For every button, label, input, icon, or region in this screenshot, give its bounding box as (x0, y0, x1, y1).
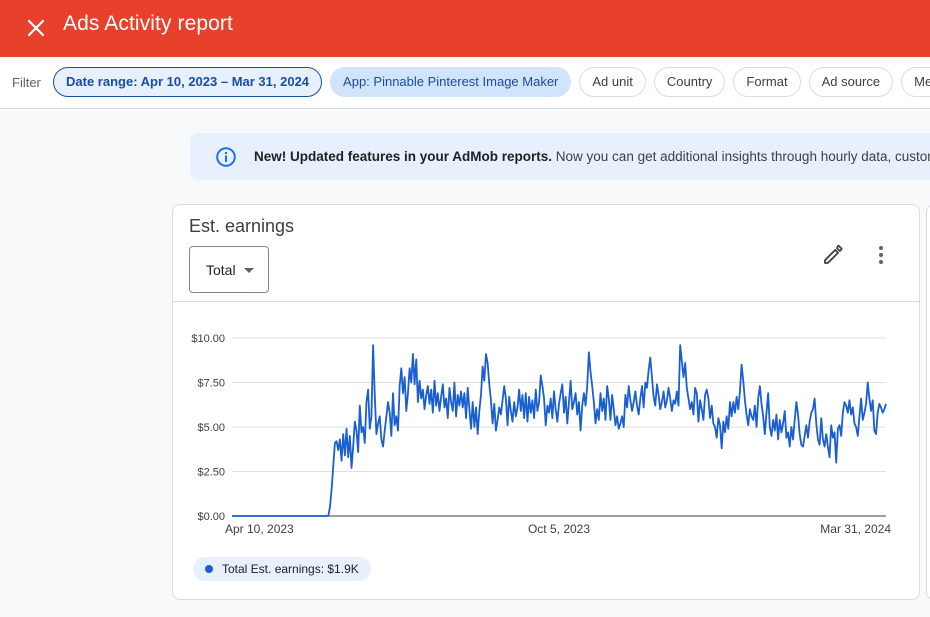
app-header: Ads Activity report (0, 0, 930, 57)
filter-chips: Date range: Apr 10, 2023 – Mar 31, 2024 … (53, 67, 930, 97)
banner-text: Now you can get additional insights thro… (555, 149, 930, 164)
y-tick-label: $2.50 (197, 467, 225, 479)
info-banner: New! Updated features in your AdMob repo… (190, 133, 930, 180)
close-icon (27, 19, 45, 37)
page-title: Ads Activity report (63, 12, 233, 35)
filter-chip-mediation[interactable]: Mediation (901, 67, 930, 97)
close-button[interactable] (22, 14, 50, 42)
filter-chip-ad-source[interactable]: Ad source (808, 67, 894, 97)
filter-chip-format[interactable]: Format (733, 67, 801, 97)
filter-chip-country[interactable]: Country (653, 67, 726, 97)
series-line (232, 344, 887, 517)
metric-select-value: Total (206, 262, 236, 278)
legend-chip[interactable]: Total Est. earnings: $1.9K (193, 557, 371, 581)
x-tick-label: Apr 10, 2023 (225, 522, 294, 536)
card-divider (173, 301, 919, 302)
edit-button[interactable] (821, 243, 845, 267)
earnings-line-chart: $0.00 $2.50 $5.00 $7.50 $10.00 Apr 10, 2023 Oc… (191, 333, 891, 536)
legend-dot (205, 565, 213, 573)
x-tick-label: Oct 5, 2023 (528, 522, 590, 536)
info-icon (216, 147, 236, 167)
y-tick-label: $5.00 (197, 422, 225, 434)
adjacent-card (926, 204, 930, 600)
filter-bar: Filter Date range: Apr 10, 2023 – Mar 31… (0, 57, 930, 109)
more-options-button[interactable] (873, 243, 889, 267)
filter-chip-date-range[interactable]: Date range: Apr 10, 2023 – Mar 31, 2024 (53, 67, 323, 97)
pencil-icon (824, 245, 843, 264)
y-tick-label: $10.00 (191, 333, 225, 345)
earnings-card: Est. earnings Total $0.00 $2.50 $5.00 $7.50… (172, 204, 920, 600)
card-title: Est. earnings (189, 216, 295, 236)
filter-chip-ad-unit[interactable]: Ad unit (579, 67, 646, 97)
metric-select[interactable]: Total (189, 246, 269, 293)
legend-label: Total Est. earnings: $1.9K (222, 562, 359, 576)
y-tick-label: $0.00 (197, 511, 225, 523)
banner-message: New! Updated features in your AdMob repo… (254, 149, 930, 164)
banner-headline: New! Updated features in your AdMob repo… (254, 149, 553, 164)
y-tick-label: $7.50 (197, 378, 225, 390)
dropdown-caret-icon (244, 268, 254, 273)
filter-chip-app[interactable]: App: Pinnable Pinterest Image Maker (330, 67, 572, 97)
more-vert-icon (879, 246, 883, 264)
x-tick-label: Mar 31, 2024 (820, 522, 891, 536)
filter-label: Filter (12, 75, 41, 90)
